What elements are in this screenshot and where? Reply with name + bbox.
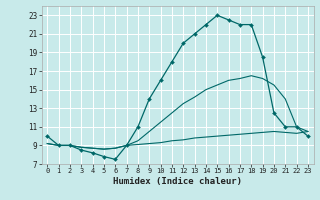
X-axis label: Humidex (Indice chaleur): Humidex (Indice chaleur)	[113, 177, 242, 186]
